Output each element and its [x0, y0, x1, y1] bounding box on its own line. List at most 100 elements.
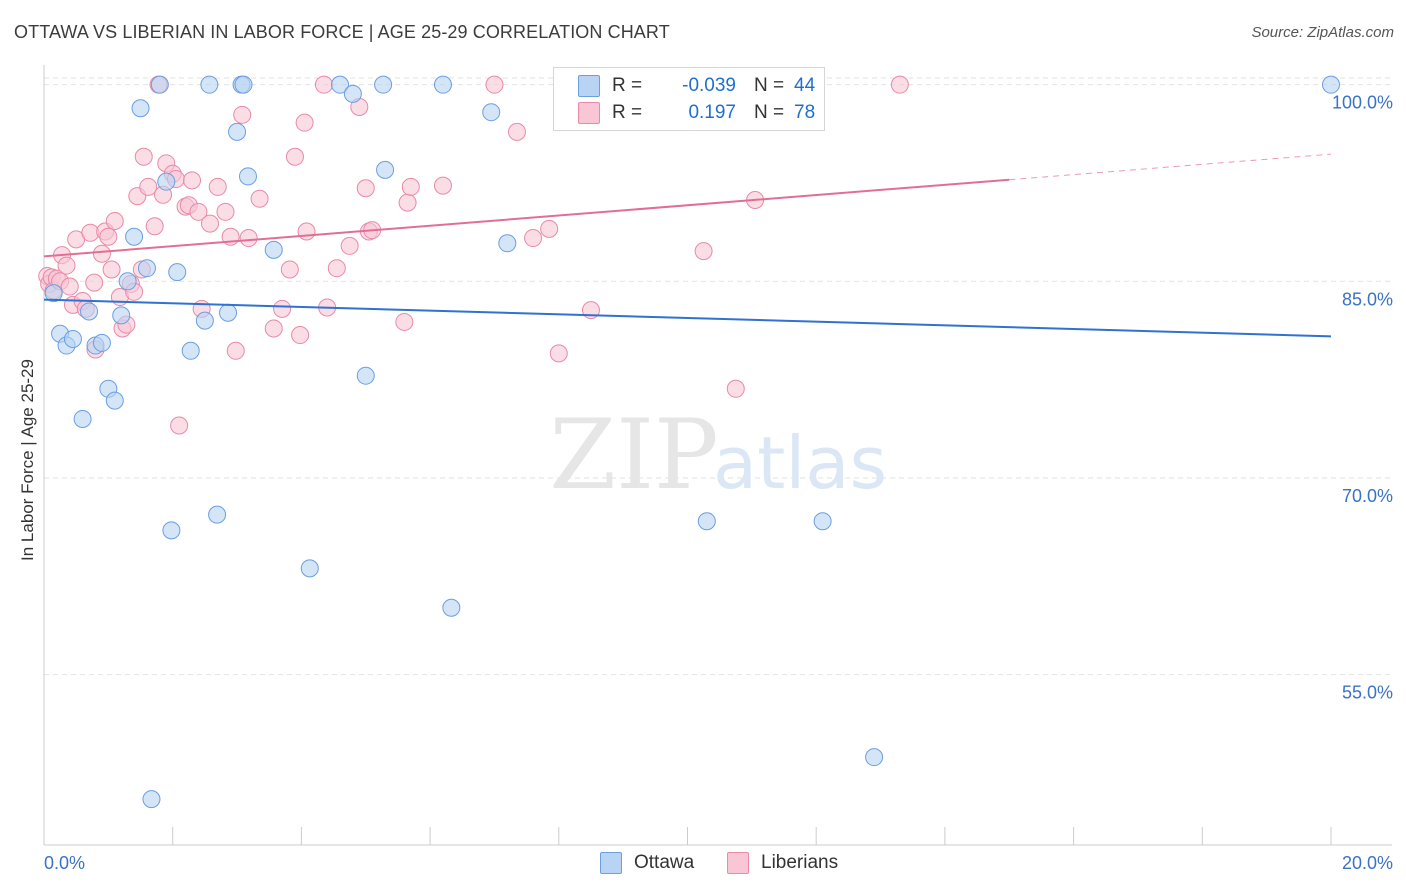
ottawa-legend-swatch: [600, 852, 622, 874]
legend-row-ottawa: R = -0.039 N = 44: [578, 74, 815, 98]
ottawa-point: [374, 75, 393, 94]
x-tick-label-min: 0.0%: [44, 853, 85, 873]
liberians-legend-label: Liberians: [761, 852, 839, 873]
ottawa-point: [482, 103, 501, 122]
liberians-point: [105, 212, 124, 230]
stats-legend: R = -0.039 N = 44 R = 0.197 N = 78: [553, 67, 825, 131]
liberians-point: [201, 214, 220, 233]
watermark: ZIP atlas: [549, 399, 887, 511]
ottawa-point: [208, 505, 227, 524]
ottawa-point: [92, 333, 111, 352]
liberians-point: [340, 236, 359, 255]
liberians-point: [485, 75, 504, 94]
ottawa-point: [162, 521, 181, 540]
liberians-point: [102, 260, 121, 279]
axes: [43, 65, 1392, 846]
liberians-point: [139, 177, 158, 196]
liberians-point: [327, 259, 346, 278]
ottawa-point: [125, 227, 144, 246]
liberians-point: [549, 344, 568, 363]
liberians-point: [297, 222, 316, 241]
liberians-trend-line: [43, 178, 1010, 258]
liberians-legend-swatch: [727, 852, 749, 874]
liberians-point: [233, 105, 252, 124]
liberians-point: [250, 189, 269, 208]
ottawa-point: [331, 75, 350, 94]
liberians-point: [356, 179, 375, 198]
ottawa-point: [105, 391, 124, 410]
liberians-point: [295, 113, 314, 132]
ottawa-point: [63, 329, 82, 348]
grid-lines: [44, 77, 1392, 676]
liberians-point: [273, 299, 292, 318]
ottawa-point: [44, 284, 63, 303]
ottawa-point: [356, 366, 375, 385]
n-value-liberians: 78: [794, 102, 816, 123]
liberians-point: [60, 277, 79, 296]
liberians-swatch: [578, 102, 600, 124]
trend-lines: [43, 153, 1332, 338]
ottawa-point: [238, 167, 257, 186]
liberians-point: [694, 242, 713, 261]
liberians-point: [285, 147, 304, 166]
tick-labels: 55.0% 70.0% 85.0% 100.0% 0.0% 20.0%: [44, 93, 1393, 873]
ottawa-point: [228, 122, 247, 141]
liberians-point: [85, 273, 104, 292]
ottawa-point: [131, 99, 150, 118]
ottawa-point: [264, 240, 283, 259]
liberians-point: [398, 193, 417, 212]
r-label: R =: [612, 75, 643, 96]
liberians-point: [726, 379, 745, 398]
ottawa-point: [195, 311, 214, 330]
liberians-point: [57, 256, 76, 275]
liberians-point: [280, 260, 299, 279]
liberians-point: [134, 147, 153, 166]
source-credit: Source: ZipAtlas.com: [1251, 24, 1394, 41]
liberians-point: [890, 75, 909, 94]
ottawa-point: [1322, 75, 1340, 94]
ottawa-trend-line: [43, 298, 1332, 338]
ottawa-point: [181, 341, 200, 360]
ottawa-point: [80, 302, 99, 321]
liberians-point: [170, 416, 189, 435]
liberians-point: [183, 171, 202, 190]
y-tick-label: 70.0%: [1342, 486, 1393, 506]
liberians-point: [395, 312, 414, 331]
ottawa-point: [168, 263, 187, 282]
liberians-point: [291, 326, 310, 345]
ottawa-point: [343, 84, 362, 103]
ottawa-point: [813, 512, 832, 531]
watermark-zip: ZIP: [549, 399, 718, 511]
ottawa-point: [697, 512, 716, 531]
r-value-liberians: 0.197: [688, 102, 736, 123]
ottawa-swatch: [578, 75, 600, 97]
r-value-ottawa: -0.039: [682, 75, 736, 96]
liberians-point: [401, 177, 420, 196]
ottawa-legend-label: Ottawa: [634, 852, 695, 873]
n-value-ottawa: 44: [794, 75, 816, 96]
liberians-point: [433, 176, 452, 195]
ottawa-point: [498, 234, 517, 253]
liberians-point: [216, 202, 235, 221]
watermark-atlas: atlas: [713, 421, 887, 505]
liberians-point: [540, 219, 559, 238]
ottawa-point: [865, 748, 884, 767]
y-tick-label: 85.0%: [1342, 289, 1393, 309]
y-axis-label: In Labor Force | Age 25-29: [18, 359, 37, 561]
ottawa-point: [112, 306, 131, 325]
bottom-legend-liberians: Liberians: [727, 852, 838, 874]
x-tick-label-max: 20.0%: [1342, 853, 1393, 873]
liberians-point: [99, 227, 118, 246]
ottawa-point: [200, 75, 219, 94]
ottawa-point: [376, 160, 395, 179]
ottawa-point: [433, 75, 452, 94]
liberians-point: [92, 244, 111, 263]
ottawa-point: [118, 272, 137, 291]
ottawa-point: [73, 409, 92, 428]
liberians-point: [189, 202, 208, 221]
r-label: R =: [612, 102, 643, 123]
liberians-point: [507, 122, 526, 141]
liberians-point: [314, 75, 333, 94]
n-label: N =: [754, 75, 785, 96]
liberians-point: [524, 229, 543, 248]
